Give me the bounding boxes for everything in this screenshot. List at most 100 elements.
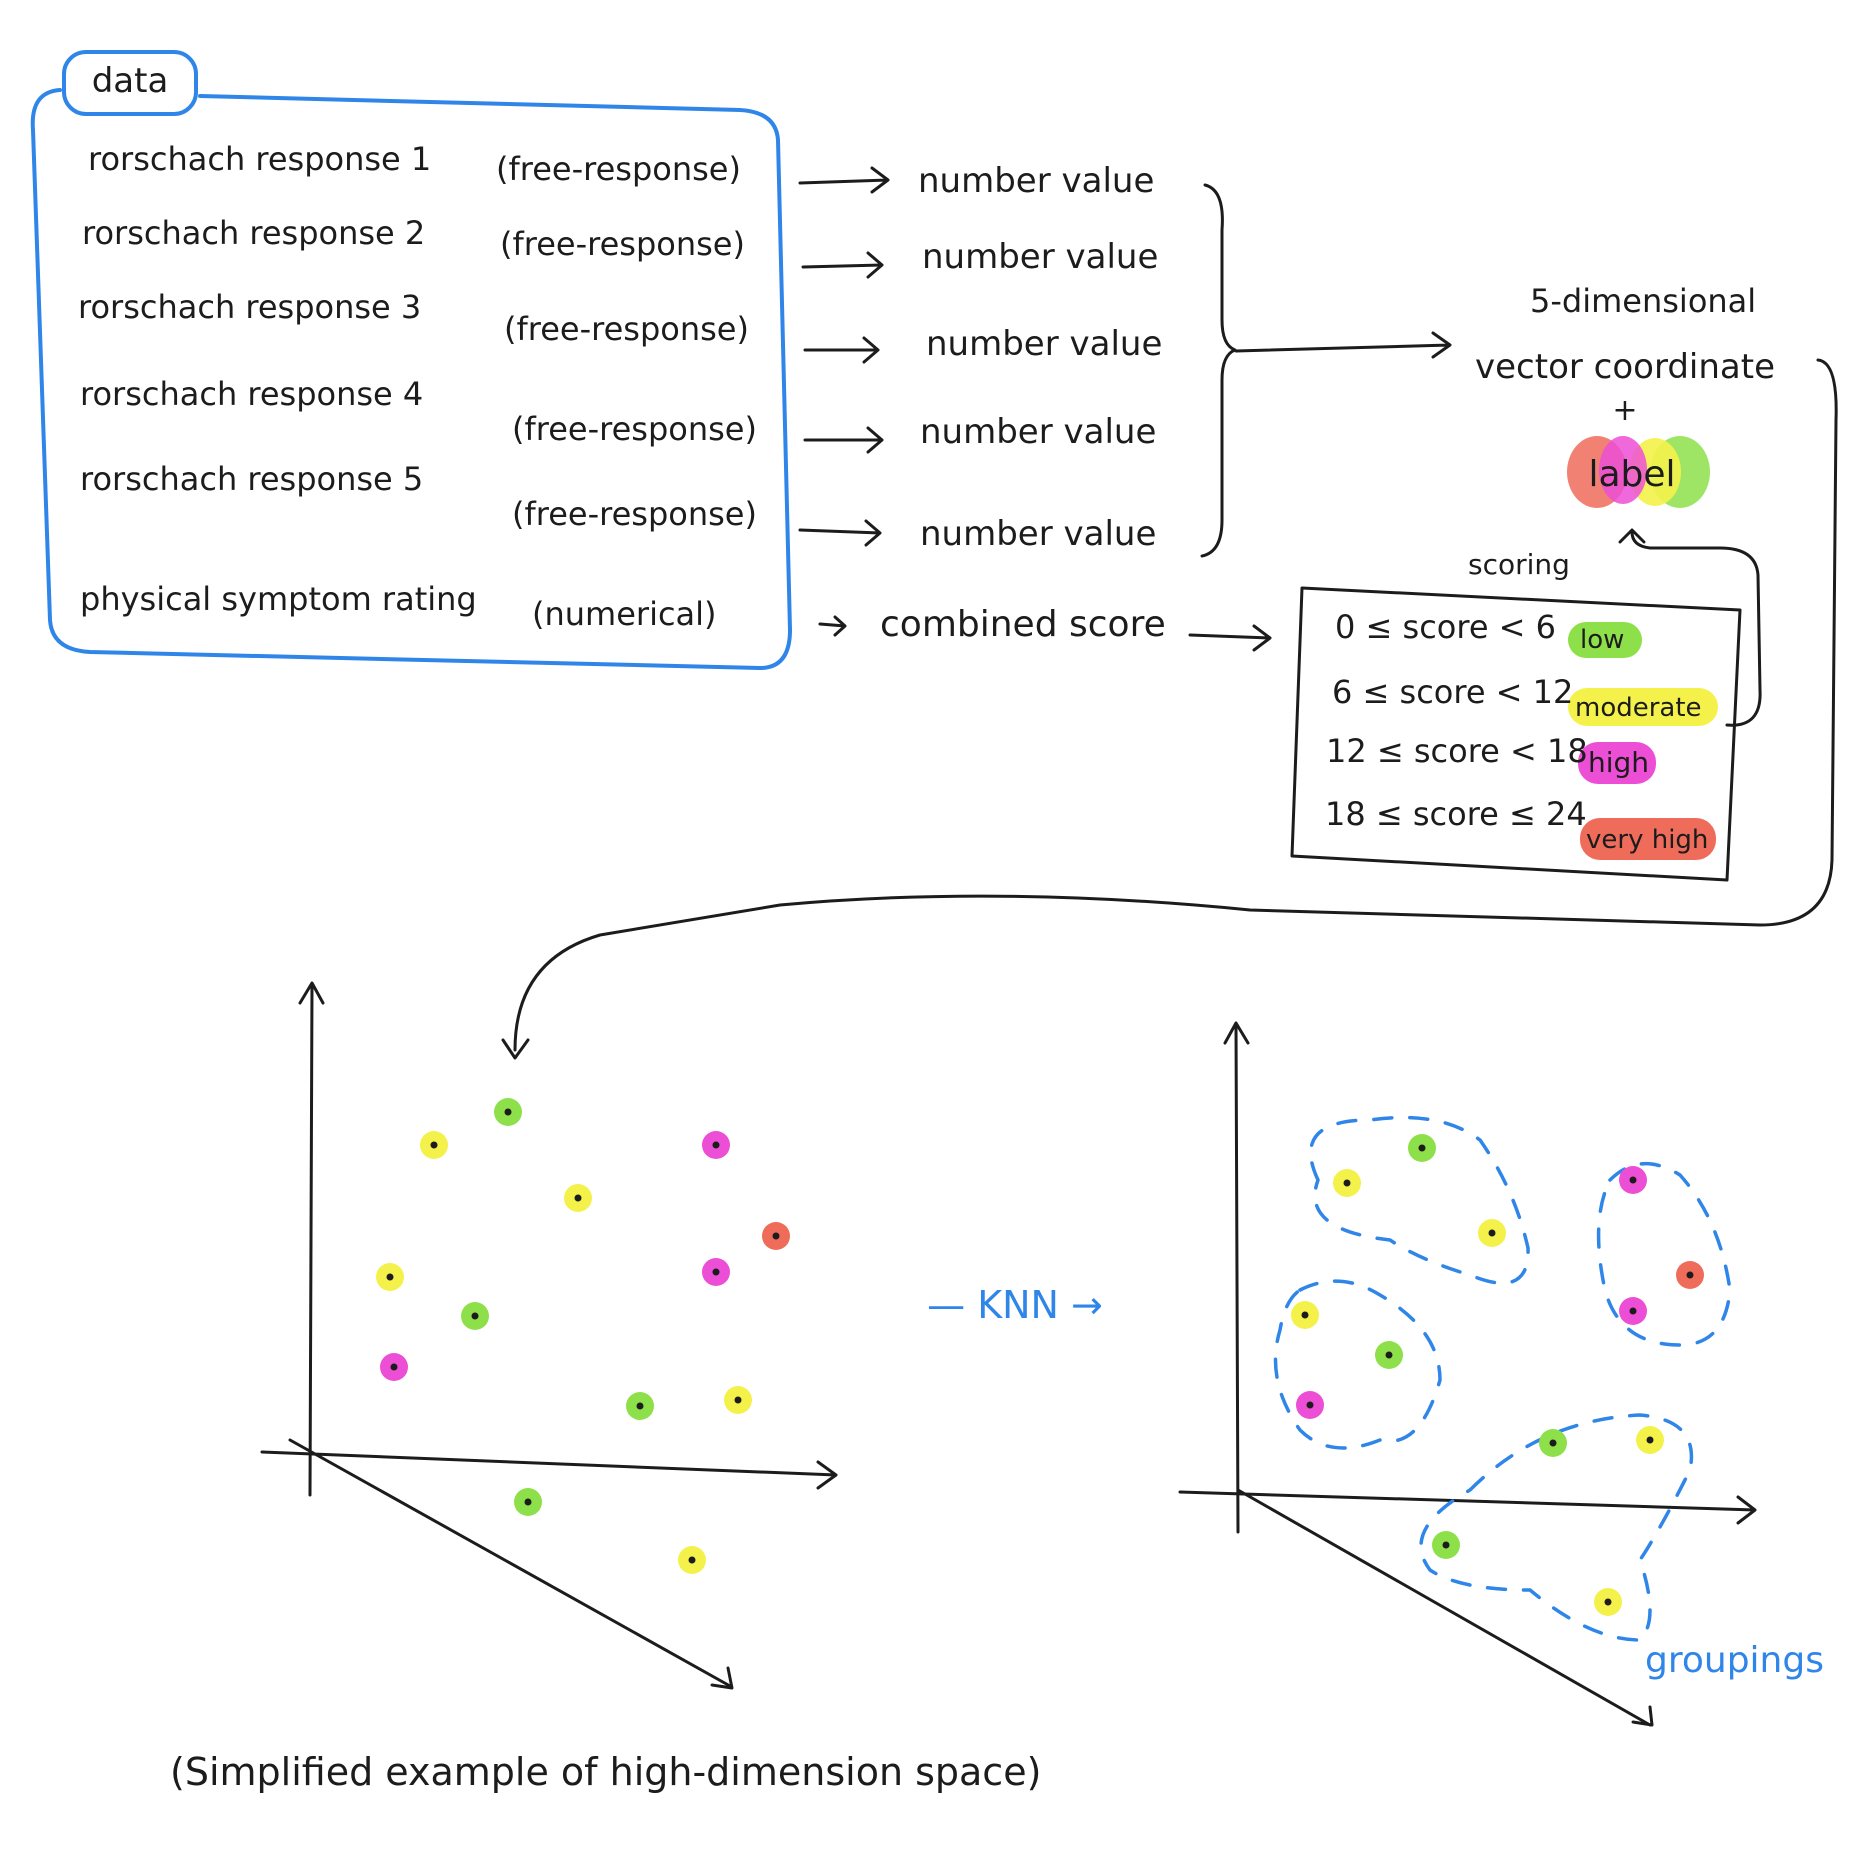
data-box: data rorschach response 1 (free-response…	[30, 50, 792, 670]
cluster-outlines	[1273, 1115, 1732, 1642]
number-value-2: number value	[922, 237, 1158, 277]
cluster-outline-top-right	[1596, 1162, 1732, 1347]
vector-group: 5-dimensional vector coordinate + label	[1475, 282, 1775, 508]
right-point-moderate-3	[1478, 1219, 1506, 1247]
level-high-highlight	[1578, 742, 1656, 784]
right-point-low-1	[1408, 1134, 1436, 1162]
left-plot	[260, 981, 838, 1690]
groupings-label: groupings	[1645, 1640, 1824, 1681]
response-3-type: (free-response)	[504, 310, 749, 348]
level-moderate-highlight	[1568, 688, 1718, 726]
left-point-very-high-5	[762, 1222, 790, 1250]
right-plot-points	[1291, 1134, 1704, 1616]
number-value-4: number value	[920, 412, 1156, 452]
response-2-label: rorschach response 2	[82, 214, 425, 252]
right-point-high-9	[1296, 1391, 1324, 1419]
left-point-moderate-10	[724, 1386, 752, 1414]
left-point-low-1	[494, 1098, 522, 1126]
value-arrows	[798, 166, 890, 637]
response-4-label: rorschach response 4	[80, 375, 423, 413]
response-3-label: rorschach response 3	[78, 288, 421, 326]
right-point-low-10	[1539, 1429, 1567, 1457]
vector-line-1: 5-dimensional	[1530, 282, 1756, 320]
response-1-type: (free-response)	[496, 150, 741, 188]
scoring-box: scoring 0 ≤ score < 6 low 6 ≤ score < 12…	[1290, 548, 1742, 882]
right-point-moderate-13	[1594, 1588, 1622, 1616]
left-point-high-7	[702, 1258, 730, 1286]
right-point-moderate-2	[1333, 1169, 1361, 1197]
response-4-type: (free-response)	[512, 410, 757, 448]
level-very-high-highlight	[1580, 818, 1716, 860]
right-z-axis	[1236, 1488, 1654, 1727]
right-point-moderate-11	[1636, 1426, 1664, 1454]
knn-label: — KNN →	[927, 1283, 1103, 1327]
left-point-moderate-4	[564, 1184, 592, 1212]
scoring-level-1: low	[1580, 625, 1624, 655]
arrow-4	[803, 426, 884, 454]
right-x-axis	[1178, 1490, 1757, 1525]
scoring-range-3: 12 ≤ score < 18	[1326, 732, 1588, 770]
scoring-title: scoring	[1468, 548, 1570, 581]
data-box-border	[30, 88, 792, 670]
score-to-scoring-arrow	[1188, 624, 1272, 652]
scoring-range-1: 0 ≤ score < 6	[1335, 608, 1556, 646]
symptom-type: (numerical)	[532, 595, 717, 633]
scoring-range-2: 6 ≤ score < 12	[1332, 673, 1573, 711]
left-point-low-12	[514, 1488, 542, 1516]
right-point-low-8	[1375, 1341, 1403, 1369]
left-y-axis	[298, 981, 325, 1497]
left-point-moderate-6	[376, 1263, 404, 1291]
data-title: data	[92, 61, 169, 101]
right-point-moderate-7	[1291, 1301, 1319, 1329]
response-2-type: (free-response)	[500, 225, 745, 263]
response-5-type: (free-response)	[512, 495, 757, 533]
vector-plus: +	[1612, 393, 1637, 428]
arrow-symptom	[818, 615, 847, 637]
arrow-1	[798, 166, 890, 194]
right-point-high-4	[1619, 1166, 1647, 1194]
number-value-1: number value	[918, 161, 1154, 201]
cluster-outline-mid-left	[1273, 1279, 1442, 1450]
scoring-range-4: 18 ≤ score ≤ 24	[1325, 795, 1587, 833]
left-point-low-8	[461, 1302, 489, 1330]
caption: (Simplified example of high-dimension sp…	[170, 1750, 1041, 1794]
vector-to-plot-arrow	[501, 358, 1838, 1060]
cluster-outline-top-left	[1309, 1115, 1530, 1285]
left-point-moderate-2	[420, 1131, 448, 1159]
combined-score: combined score	[880, 604, 1166, 645]
right-point-high-6	[1619, 1297, 1647, 1325]
left-point-moderate-13	[678, 1546, 706, 1574]
arrow-3	[803, 336, 880, 364]
brace	[1200, 183, 1237, 558]
left-point-high-9	[380, 1353, 408, 1381]
vector-line-2: vector coordinate	[1475, 347, 1775, 387]
vector-label: label	[1588, 454, 1675, 495]
number-value-3: number value	[926, 324, 1162, 364]
response-1-label: rorschach response 1	[88, 140, 431, 178]
arrow-2	[801, 251, 884, 279]
left-point-high-3	[702, 1131, 730, 1159]
label-highlight	[1567, 436, 1710, 508]
scoring-border	[1290, 586, 1742, 882]
left-point-low-11	[626, 1392, 654, 1420]
number-values: number value number value number value n…	[880, 161, 1166, 645]
scoring-level-3: high	[1588, 746, 1649, 779]
right-point-low-12	[1432, 1531, 1460, 1559]
response-5-label: rorschach response 5	[80, 460, 423, 498]
scoring-to-label-arrow	[1618, 528, 1762, 727]
number-value-5: number value	[920, 514, 1156, 554]
right-point-very-high-5	[1676, 1261, 1704, 1289]
right-plot: groupings	[1178, 1021, 1824, 1727]
data-title-tab	[62, 50, 198, 116]
symptom-label: physical symptom rating	[80, 580, 477, 618]
scoring-level-4: very high	[1586, 825, 1708, 855]
level-low-highlight	[1568, 622, 1642, 658]
arrow-5	[798, 519, 882, 547]
scoring-level-2: moderate	[1575, 693, 1702, 723]
left-z-axis	[288, 1438, 734, 1690]
left-x-axis	[260, 1450, 838, 1490]
cluster-outline-bottom	[1419, 1413, 1694, 1642]
brace-to-vector-arrow	[1234, 331, 1452, 359]
right-y-axis	[1223, 1021, 1250, 1534]
